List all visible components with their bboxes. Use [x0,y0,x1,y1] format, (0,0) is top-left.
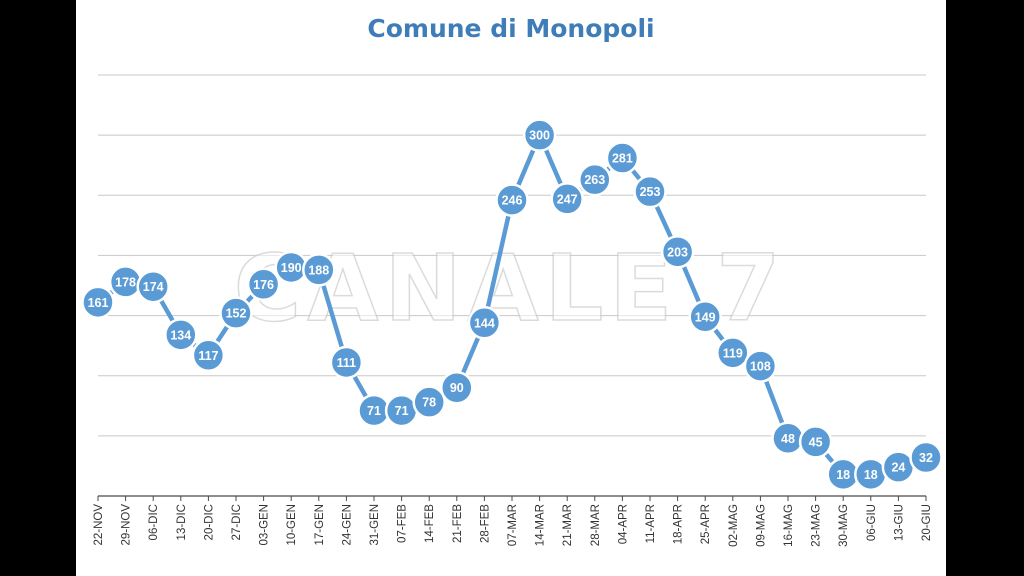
data-label: 253 [640,185,661,199]
x-tick-label: 17-GEN [314,504,326,546]
x-tick-label: 29-NOV [121,504,133,546]
x-tick-label: 21-MAR [562,504,574,546]
x-tick-label: 16-MAG [783,504,795,547]
x-tick-label: 03-GEN [259,504,271,546]
data-label: 144 [474,316,495,330]
x-tick-label: 18-APR [673,504,685,544]
data-point [605,141,640,175]
x-tick-label: 09-MAG [755,504,767,547]
x-tick-label: 14-MAR [535,504,547,546]
x-tick-label: 04-APR [617,504,629,544]
x-tick-label: 10-GEN [286,504,298,546]
data-label: 281 [612,151,633,165]
x-tick-label: 20-GIU [921,504,933,541]
x-tick-label: 24-GEN [341,504,353,546]
data-point [660,235,695,269]
data-point [688,300,722,334]
x-tick-label: 28-MAR [590,504,602,546]
data-label: 263 [584,173,605,187]
data-label: 90 [450,381,464,395]
data-label: 18 [836,468,850,482]
data-label: 178 [115,275,136,289]
x-tick-labels: 22-NOV 29-NOV 06-DIC 13-DIC 20-DIC 27-DIC 03-G… [93,504,933,547]
gridlines [98,74,926,437]
x-tick-label: 14-FEB [424,504,436,543]
series: 161 178 174 134 117 152 176 190 188 111 71 71 78 90 14… [81,118,943,492]
data-label: 161 [88,296,109,310]
x-tick-label: 28-FEB [479,504,491,543]
x-tick-label: 30-MAG [838,504,850,547]
data-label: 152 [226,307,247,321]
data-label: 190 [281,261,302,275]
chart-frame [76,0,946,576]
x-tick-label: 02-MAG [728,504,740,547]
x-axis [97,495,927,501]
chart-title: Comune di Monopoli [367,14,655,43]
data-label: 300 [529,129,550,143]
data-label: 188 [308,263,329,277]
data-label: 45 [809,435,823,449]
data-point [798,425,833,459]
data-point [164,318,198,352]
x-tick-label: 06-GIU [866,504,878,541]
data-label: 174 [143,280,164,294]
data-point [909,440,943,475]
data-point [440,370,474,405]
x-tick-label: 13-GIU [893,504,905,541]
data-label: 78 [422,396,436,410]
data-label: 24 [891,461,905,475]
x-tick-label: 31-GEN [369,504,381,546]
data-point [246,267,281,302]
data-point [191,338,226,373]
x-tick-label: 11-APR [645,504,657,543]
data-point [219,296,253,330]
data-label: 149 [695,310,716,324]
data-point [578,162,612,197]
data-label: 71 [395,404,409,418]
data-point [329,345,364,380]
data-point [136,269,170,304]
data-label: 111 [337,356,357,370]
data-label: 18 [864,468,878,482]
data-label: 246 [502,194,523,208]
data-point [302,253,336,287]
data-label: 48 [781,432,795,446]
data-point [522,118,557,152]
data-label: 108 [750,360,771,374]
data-point [633,174,667,209]
data-point [495,183,529,217]
data-label: 203 [667,245,688,259]
data-point [412,385,446,419]
data-label: 117 [198,349,218,363]
x-tick-label: 13-DIC [176,504,188,540]
x-tick-label: 25-APR [700,504,712,544]
data-point [716,336,750,370]
data-label: 32 [919,451,933,465]
x-tick-label: 20-DIC [203,504,215,540]
data-label: 134 [170,328,191,342]
data-label: 119 [723,346,743,360]
data-point [467,306,502,340]
data-point [81,285,115,320]
data-point [550,182,584,216]
x-tick-label: 27-DIC [231,504,243,540]
x-tick-label: 07-MAR [507,504,519,546]
data-point [743,349,778,383]
x-tick-label: 07-FEB [397,504,409,543]
x-tick-label: 06-DIC [148,504,160,540]
x-tick-label: 23-MAG [811,504,823,547]
x-tick-label: 22-NOV [93,504,105,546]
data-label: 71 [367,404,381,418]
x-tick-label: 21-FEB [452,504,464,543]
data-label: 176 [253,278,274,292]
data-label: 247 [557,192,578,206]
